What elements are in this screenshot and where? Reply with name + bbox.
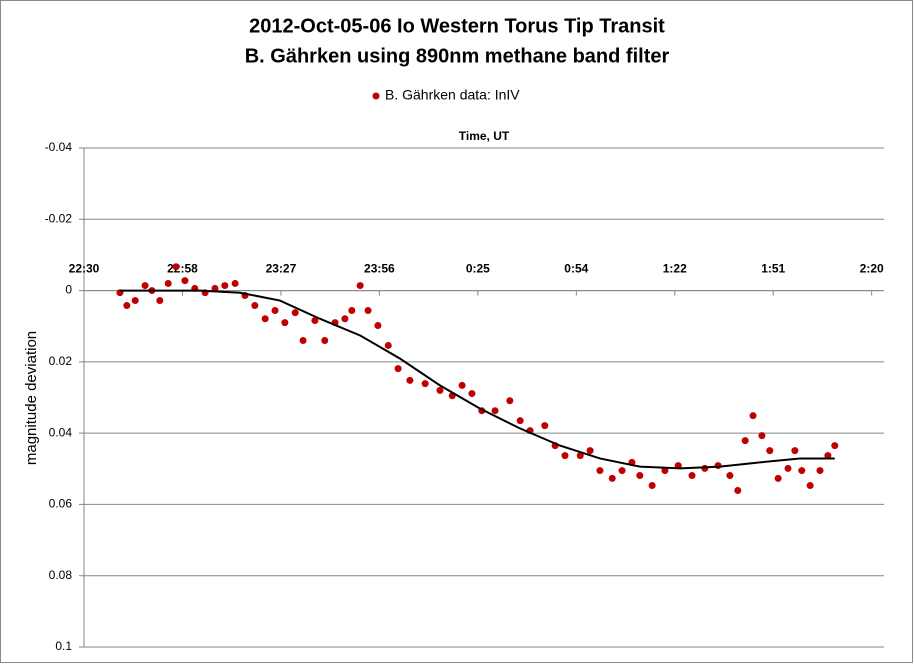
- y-tick-label: 0.1: [55, 639, 72, 653]
- data-point: [271, 307, 279, 315]
- data-point: [506, 397, 514, 405]
- data-point: [374, 322, 382, 330]
- x-tick-label: 23:56: [364, 262, 395, 276]
- data-point: [816, 467, 824, 475]
- x-tick-label: 22:58: [167, 262, 198, 276]
- data-point: [749, 412, 757, 420]
- data-point: [406, 376, 414, 384]
- data-point: [758, 432, 766, 440]
- x-tick-label: 1:51: [761, 262, 785, 276]
- data-point: [341, 315, 349, 323]
- data-point: [364, 307, 372, 315]
- chart-title: 2012-Oct-05-06 Io Western Torus Tip Tran…: [249, 15, 665, 37]
- data-point: [123, 302, 131, 310]
- data-point: [458, 381, 466, 389]
- data-point: [798, 467, 806, 475]
- y-tick-label: 0.04: [49, 425, 73, 439]
- data-point: [251, 302, 259, 310]
- y-tick-label: -0.02: [45, 211, 73, 225]
- data-point: [516, 417, 524, 425]
- data-point: [561, 452, 569, 460]
- chart-subtitle: B. Gährken using 890nm methane band filt…: [245, 45, 670, 67]
- data-point: [468, 390, 476, 398]
- data-point: [774, 474, 782, 482]
- legend-marker: [372, 92, 380, 100]
- data-point: [608, 474, 616, 482]
- data-point: [394, 365, 402, 373]
- data-point: [831, 442, 839, 450]
- data-point: [648, 482, 656, 490]
- data-point: [321, 336, 329, 344]
- y-tick-label: 0: [65, 283, 72, 297]
- y-tick-label: 0.08: [49, 568, 73, 582]
- data-point: [384, 341, 392, 349]
- data-point: [541, 422, 549, 430]
- data-point: [221, 282, 229, 290]
- data-point: [421, 380, 429, 388]
- data-point: [726, 472, 734, 480]
- data-point: [164, 279, 172, 287]
- data-point: [741, 437, 749, 445]
- x-tick-label: 2:20: [860, 262, 884, 276]
- data-point: [156, 297, 164, 305]
- data-point: [348, 307, 356, 315]
- legend-label: B. Gährken data: InIV: [385, 87, 520, 103]
- y-axis-title: magnitude deviation: [23, 331, 40, 465]
- data-point: [636, 472, 644, 480]
- data-point: [824, 452, 832, 460]
- data-point: [181, 277, 189, 285]
- data-point: [586, 447, 594, 455]
- data-point: [618, 467, 626, 475]
- x-tick-label: 0:25: [466, 262, 490, 276]
- x-tick-label: 1:22: [663, 262, 687, 276]
- data-point: [436, 386, 444, 394]
- data-point: [141, 282, 149, 290]
- data-point: [281, 319, 289, 327]
- x-tick-label: 0:54: [564, 262, 588, 276]
- data-point: [766, 447, 774, 455]
- data-point: [791, 447, 799, 455]
- data-point: [356, 282, 364, 290]
- data-point: [688, 472, 696, 480]
- data-point: [291, 309, 299, 317]
- x-tick-label: 22:30: [69, 262, 100, 276]
- data-point: [311, 317, 319, 325]
- data-point: [596, 467, 604, 475]
- data-point: [211, 284, 219, 292]
- data-point: [734, 487, 742, 495]
- x-axis-title: Time, UT: [459, 129, 510, 143]
- x-tick-label: 23:27: [266, 262, 297, 276]
- fit-line: [119, 289, 835, 470]
- data-point: [806, 482, 814, 490]
- data-point: [784, 464, 792, 472]
- data-point: [172, 263, 180, 271]
- data-point: [491, 407, 499, 415]
- data-point: [714, 462, 722, 470]
- data-point: [231, 279, 239, 287]
- data-point: [299, 336, 307, 344]
- data-point: [261, 315, 269, 323]
- data-point: [576, 452, 584, 460]
- y-tick-label: -0.04: [45, 140, 73, 154]
- y-tick-label: 0.02: [49, 354, 73, 368]
- data-point: [131, 297, 139, 305]
- y-tick-label: 0.06: [49, 497, 73, 511]
